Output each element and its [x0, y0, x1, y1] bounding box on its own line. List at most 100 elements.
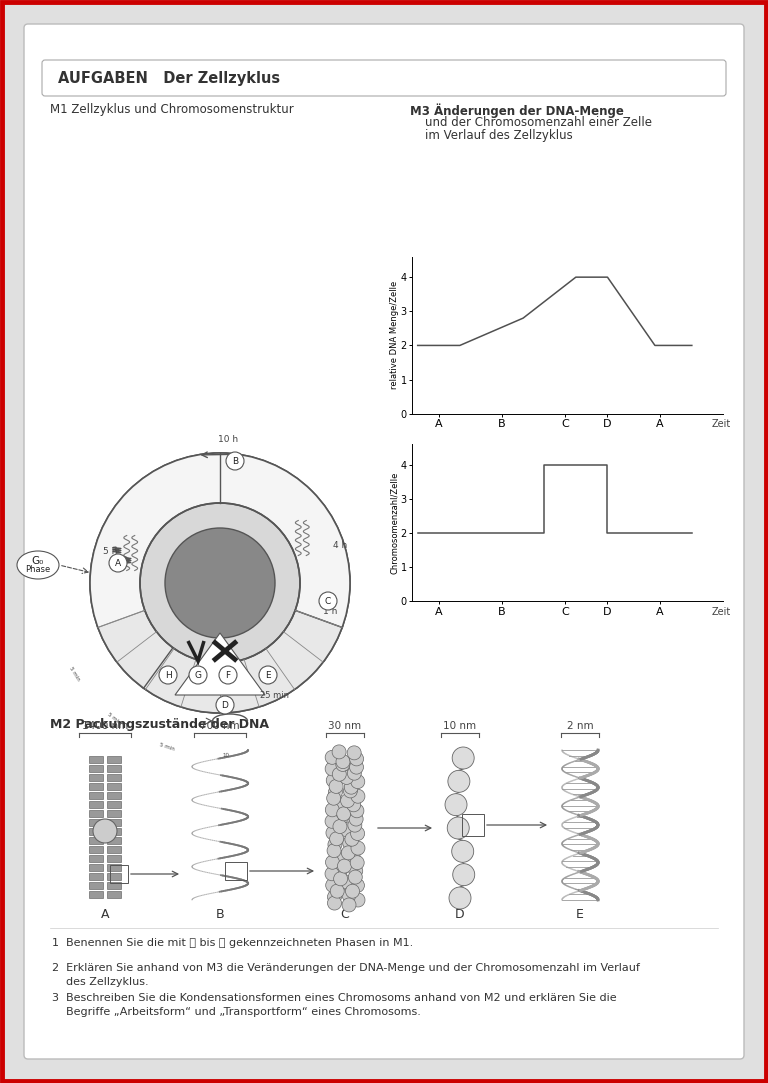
Circle shape — [325, 761, 339, 775]
Y-axis label: Chromosomenzahl/Zelle: Chromosomenzahl/Zelle — [390, 471, 399, 574]
Wedge shape — [98, 611, 343, 713]
Circle shape — [140, 503, 300, 663]
Circle shape — [336, 807, 351, 821]
Bar — [89, 756, 103, 764]
Text: D: D — [455, 908, 465, 921]
Bar — [107, 882, 121, 889]
Text: D: D — [221, 701, 228, 709]
FancyBboxPatch shape — [24, 24, 744, 1059]
Ellipse shape — [17, 551, 59, 579]
Circle shape — [349, 870, 362, 884]
Bar — [89, 837, 103, 844]
Bar — [107, 765, 121, 772]
Bar — [89, 819, 103, 826]
FancyBboxPatch shape — [42, 60, 726, 96]
Circle shape — [350, 856, 364, 870]
Bar — [89, 765, 103, 772]
Text: und der Chromosomenzahl einer Zelle: und der Chromosomenzahl einer Zelle — [425, 116, 652, 129]
Circle shape — [338, 875, 353, 889]
Bar — [89, 882, 103, 889]
Circle shape — [351, 893, 365, 906]
Circle shape — [226, 452, 244, 470]
Text: 2  Erklären Sie anhand von M3 die Veränderungen der DNA-Menge und der Chromosome: 2 Erklären Sie anhand von M3 die Verände… — [52, 963, 640, 973]
Circle shape — [445, 794, 467, 815]
Text: 30 nm: 30 nm — [329, 721, 362, 731]
Bar — [89, 854, 103, 862]
Bar — [89, 783, 103, 790]
Bar — [462, 814, 484, 836]
Bar — [89, 864, 103, 871]
Text: Zeit: Zeit — [711, 419, 730, 429]
Circle shape — [345, 832, 359, 846]
Bar — [107, 828, 121, 835]
Bar — [89, 774, 103, 781]
Circle shape — [330, 884, 344, 898]
Text: Zeit: Zeit — [711, 606, 730, 616]
Circle shape — [325, 866, 339, 880]
Y-axis label: relative DNA Menge/Zelle: relative DNA Menge/Zelle — [390, 282, 399, 389]
Circle shape — [331, 849, 345, 863]
Circle shape — [339, 823, 353, 836]
Text: 5 min: 5 min — [106, 712, 122, 726]
Bar — [107, 846, 121, 853]
Bar — [89, 792, 103, 799]
Circle shape — [449, 887, 471, 909]
Bar — [89, 828, 103, 835]
Circle shape — [337, 859, 352, 873]
Text: Begriffe „Arbeitsform“ und „Transportform“ eines Chromosoms.: Begriffe „Arbeitsform“ und „Transportfor… — [52, 1007, 421, 1017]
Bar — [89, 801, 103, 808]
Circle shape — [447, 817, 469, 839]
Text: E: E — [265, 670, 271, 679]
Circle shape — [259, 666, 277, 684]
Text: des Zellzyklus.: des Zellzyklus. — [52, 977, 149, 987]
Text: 5 min: 5 min — [158, 742, 175, 752]
Wedge shape — [90, 453, 350, 712]
Circle shape — [346, 884, 359, 898]
Circle shape — [90, 453, 350, 713]
Text: 1  Benennen Sie die mit Ⓐ bis Ⓗ gekennzeichneten Phasen in M1.: 1 Benennen Sie die mit Ⓐ bis Ⓗ gekennzei… — [52, 938, 413, 948]
Text: B: B — [216, 908, 224, 921]
Text: 25 min: 25 min — [260, 691, 290, 700]
Circle shape — [326, 792, 341, 806]
Text: 5 h: 5 h — [103, 547, 118, 556]
Bar — [107, 756, 121, 764]
Bar — [225, 862, 247, 880]
Bar — [107, 854, 121, 862]
Circle shape — [335, 810, 349, 824]
Circle shape — [344, 780, 358, 794]
Circle shape — [326, 803, 339, 817]
Bar — [107, 783, 121, 790]
Circle shape — [326, 773, 340, 787]
Text: im Verlauf des Zellzyklus: im Verlauf des Zellzyklus — [425, 129, 573, 142]
Text: Phase: Phase — [25, 565, 51, 574]
Circle shape — [328, 837, 342, 851]
Circle shape — [343, 836, 356, 850]
Circle shape — [452, 863, 475, 886]
Circle shape — [351, 774, 365, 788]
Text: M1 Zellzyklus und Chromosomenstruktur: M1 Zellzyklus und Chromosomenstruktur — [50, 103, 293, 116]
Circle shape — [327, 844, 341, 858]
Circle shape — [336, 755, 350, 769]
Circle shape — [347, 766, 361, 780]
Bar — [107, 864, 121, 871]
Text: C: C — [341, 908, 349, 921]
Circle shape — [327, 896, 342, 910]
Circle shape — [332, 797, 346, 811]
Text: 10 h: 10 h — [218, 434, 238, 444]
Circle shape — [319, 592, 337, 610]
Circle shape — [342, 898, 356, 912]
Text: A: A — [115, 559, 121, 567]
Bar — [107, 837, 121, 844]
Bar — [107, 774, 121, 781]
Text: 10 nm: 10 nm — [443, 721, 477, 731]
Circle shape — [350, 878, 365, 892]
Circle shape — [349, 760, 363, 774]
Polygon shape — [175, 632, 265, 695]
Circle shape — [341, 846, 356, 860]
Text: 5 min: 5 min — [68, 666, 81, 682]
Bar — [89, 846, 103, 853]
Circle shape — [189, 666, 207, 684]
Text: M3 Änderungen der DNA-Menge: M3 Änderungen der DNA-Menge — [410, 103, 624, 118]
Bar — [107, 873, 121, 880]
Text: M2 Packungszustände der DNA: M2 Packungszustände der DNA — [50, 718, 269, 731]
